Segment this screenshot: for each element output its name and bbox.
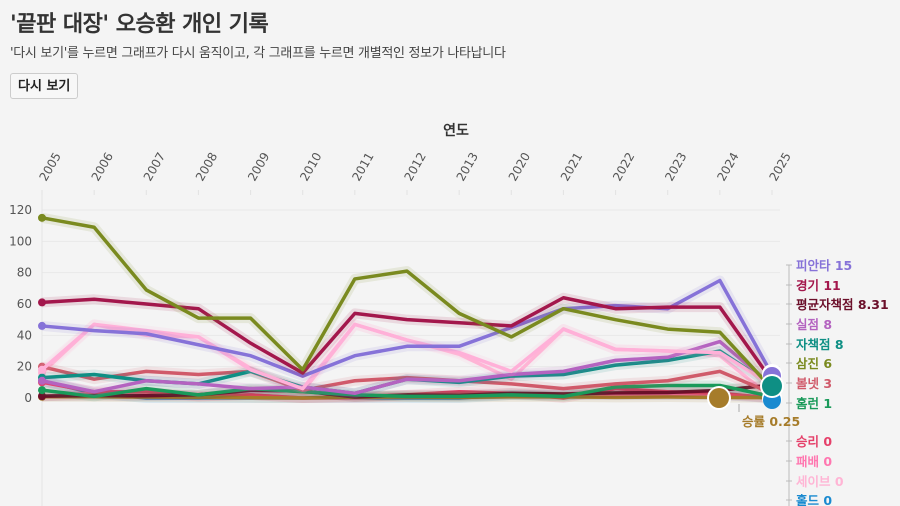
x-tick-label: 2013 [454,150,481,183]
legend-label-삼진[interactable]: 삼진 6 [796,356,832,371]
legend-label-피안타[interactable]: 피안타 15 [796,258,852,273]
x-tick-label: 2011 [349,150,376,183]
y-tick-label: 20 [17,360,32,374]
x-tick-label: 2005 [36,150,63,183]
series-start-point [38,386,46,395]
y-tick-label: 120 [9,203,32,217]
page-subtitle: '다시 보기'를 누르면 그래프가 다시 움직이고, 각 그래프를 누르면 개별… [10,46,506,61]
series-start-point [38,213,46,222]
series-start-point [38,365,46,374]
legend-label-홈런[interactable]: 홈런 1 [796,396,832,411]
x-tick-label: 2009 [245,150,272,183]
x-tick-label: 2025 [766,150,793,183]
legend-label-홀드[interactable]: 홀드 0 [796,493,832,506]
end-marker-자책점[interactable] [762,376,782,396]
y-tick-label: 0 [24,391,32,405]
y-tick-label: 60 [17,297,32,311]
page-title: '끝판 대장' 오승환 개인 기록 [10,12,269,37]
series-start-point [38,392,46,401]
x-tick-label: 2008 [193,150,220,183]
legend-label-실점[interactable]: 실점 8 [796,317,832,332]
x-tick-label: 2012 [401,150,428,183]
x-tick-label: 2022 [610,150,637,183]
series-start-point [38,376,46,385]
x-tick-label: 2024 [714,150,741,183]
legend-label-세이브[interactable]: 세이브 0 [796,474,844,489]
series-line-실점[interactable] [41,339,774,396]
x-tick-label: 2020 [506,150,533,183]
x-tick-label: 2007 [141,150,168,183]
legend-label-승리[interactable]: 승리 0 [796,434,832,449]
series-line-unlabeled[interactable] [40,322,773,391]
series-line-삼진[interactable] [41,216,774,390]
callout-label-승률: 승률 0.25 [742,414,800,429]
y-tick-label: 100 [9,234,32,248]
series-line-홈런[interactable] [41,383,773,399]
x-axis-title: 연도 [443,123,469,139]
legend-label-볼넷[interactable]: 볼넷 3 [796,376,832,391]
x-tick-label: 2021 [558,150,585,183]
end-marker-승률[interactable] [709,388,729,408]
x-tick-label: 2006 [89,150,116,183]
legend-label-자책점[interactable]: 자책점 8 [796,337,844,352]
series-line-경기[interactable] [41,295,774,382]
legend-label-평균자책점[interactable]: 평균자책점 8.31 [796,297,889,312]
legend-label-경기[interactable]: 경기 11 [796,278,841,293]
x-tick-label: 2023 [662,150,689,183]
legend-label-패배[interactable]: 패배 0 [796,454,832,469]
series-start-point [38,321,46,330]
x-tick-label: 2010 [297,150,324,183]
series-start-point [38,298,46,307]
y-tick-label: 40 [17,328,32,342]
replay-button[interactable]: 다시 보기 [10,73,79,99]
y-tick-label: 80 [17,266,32,280]
